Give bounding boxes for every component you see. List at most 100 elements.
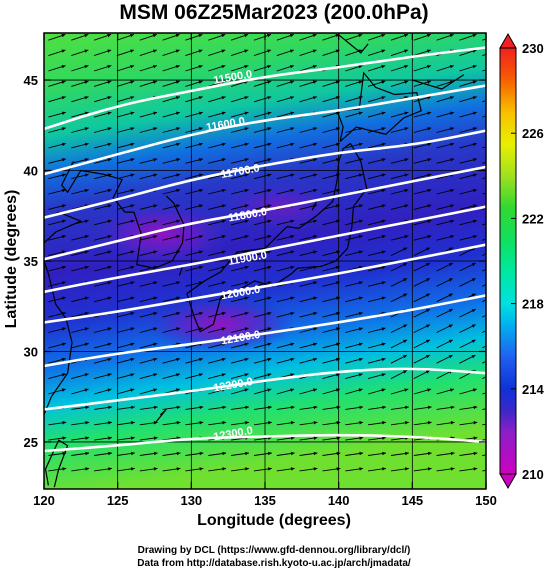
wind-vector-head <box>358 342 363 346</box>
wind-vector-head <box>336 204 340 208</box>
wind-vector-head <box>199 158 203 162</box>
wind-vector <box>482 376 486 380</box>
x-tick-label: 125 <box>107 493 129 508</box>
wind-vector-head <box>472 96 477 100</box>
wind-vector-head <box>130 96 135 100</box>
wind-vector-head <box>496 204 500 207</box>
wind-vector-head <box>313 467 318 471</box>
wind-vector-head <box>107 219 112 223</box>
wind-vector-head <box>359 421 364 425</box>
wind-vector-head <box>290 127 295 131</box>
wind-vector-head <box>449 65 454 69</box>
wind-vector-head <box>290 467 295 471</box>
wind-vector-head <box>221 342 226 346</box>
colorbar-segment <box>500 239 516 273</box>
wind-vector-head <box>403 370 407 374</box>
wind-vector-head <box>403 278 408 282</box>
wind-vector-head <box>61 127 66 131</box>
wind-vector-head <box>130 467 135 471</box>
wind-vector-head <box>176 451 181 456</box>
height-contour <box>44 294 486 368</box>
wind-vector-head <box>472 33 477 38</box>
wind-vector-head <box>381 127 386 131</box>
wind-vector-head <box>198 357 203 362</box>
wind-vector-head <box>84 33 89 38</box>
wind-vector-head <box>107 65 112 69</box>
wind-vector-head <box>336 451 341 456</box>
wind-vector-head <box>107 235 112 239</box>
wind-vector-head <box>61 357 66 362</box>
wind-vector-head <box>153 436 158 440</box>
wind-vector-head <box>448 339 453 343</box>
wind-vector-head <box>313 388 317 392</box>
wind-vector-head <box>130 158 135 162</box>
wind-vector-head <box>84 96 89 100</box>
wind-vector-head <box>496 388 500 391</box>
wind-vector-head <box>267 80 272 84</box>
wind-vector-head <box>153 281 158 285</box>
wind-vector-head <box>130 265 135 270</box>
wind-vector-head <box>244 373 249 377</box>
wind-vector-head <box>358 388 363 392</box>
cold-core-west <box>91 201 232 266</box>
wind-vector-head <box>381 173 386 177</box>
wind-vector-head <box>244 188 249 193</box>
wind-vector <box>482 161 486 164</box>
wind-vector-head <box>290 235 295 239</box>
wind-vector-head <box>290 421 295 425</box>
wind-vector-head <box>427 235 432 239</box>
wind-vector-head <box>290 65 294 69</box>
wind-vector-head <box>496 235 500 238</box>
wind-vector-head <box>153 65 157 69</box>
wind-vector-head <box>153 388 158 392</box>
wind-vector-head <box>130 451 135 456</box>
wind-vector-head <box>84 80 89 84</box>
wind-vector-head <box>199 250 203 254</box>
wind-vector-head <box>267 65 272 69</box>
wind-vector-head <box>85 467 90 471</box>
wind-vector-head <box>381 388 386 392</box>
wind-vector-head <box>268 451 272 456</box>
wind-vector-head <box>381 342 386 346</box>
wind-vector-head <box>313 204 318 208</box>
wind-vector-head <box>62 204 66 208</box>
wind-vector-head <box>313 265 318 270</box>
wind-vector-head <box>222 451 227 456</box>
x-axis-label: Longitude (degrees) <box>197 512 351 529</box>
wind-vector-head <box>130 142 135 147</box>
wind-vector-head <box>84 265 89 270</box>
wind-vector-head <box>62 158 66 162</box>
wind-vector-head <box>267 342 272 346</box>
y-tick-label: 40 <box>24 164 38 179</box>
wind-vector-head <box>221 33 226 38</box>
wind-vector-head <box>199 405 204 410</box>
wind-vector <box>482 177 486 180</box>
wind-vector-head <box>473 467 478 471</box>
wind-vector-head <box>267 142 272 147</box>
y-axis-label: Latitude (degrees) <box>3 189 20 329</box>
height-contour <box>44 129 486 219</box>
wind-vector-head <box>427 421 432 425</box>
y-tick-label: 35 <box>24 254 38 269</box>
wind-vector-head <box>471 339 476 343</box>
wind-vector-head <box>358 33 363 38</box>
wind-vector-head <box>336 296 340 300</box>
wind-vector-head <box>426 293 430 297</box>
wind-vector-head <box>405 421 409 425</box>
wind-vector-head <box>107 111 112 115</box>
wind-vector-head <box>244 235 249 239</box>
wind-vector-head <box>108 421 112 425</box>
wind-vector-head <box>153 204 158 208</box>
wind-vector-head <box>153 357 158 362</box>
wind-vector-head <box>382 405 386 410</box>
wind-vector-head <box>130 373 135 377</box>
colorbar-tick-label: 210 <box>522 467 544 482</box>
x-tick-label: 145 <box>401 493 423 508</box>
wind-vector-head <box>267 265 272 270</box>
wind-vector <box>482 345 486 349</box>
wind-vector-head <box>199 467 204 471</box>
wind-vector-head <box>448 247 453 251</box>
wind-vector-head <box>335 80 340 84</box>
wind-vector-head <box>313 250 318 254</box>
wind-vector-head <box>176 142 181 147</box>
